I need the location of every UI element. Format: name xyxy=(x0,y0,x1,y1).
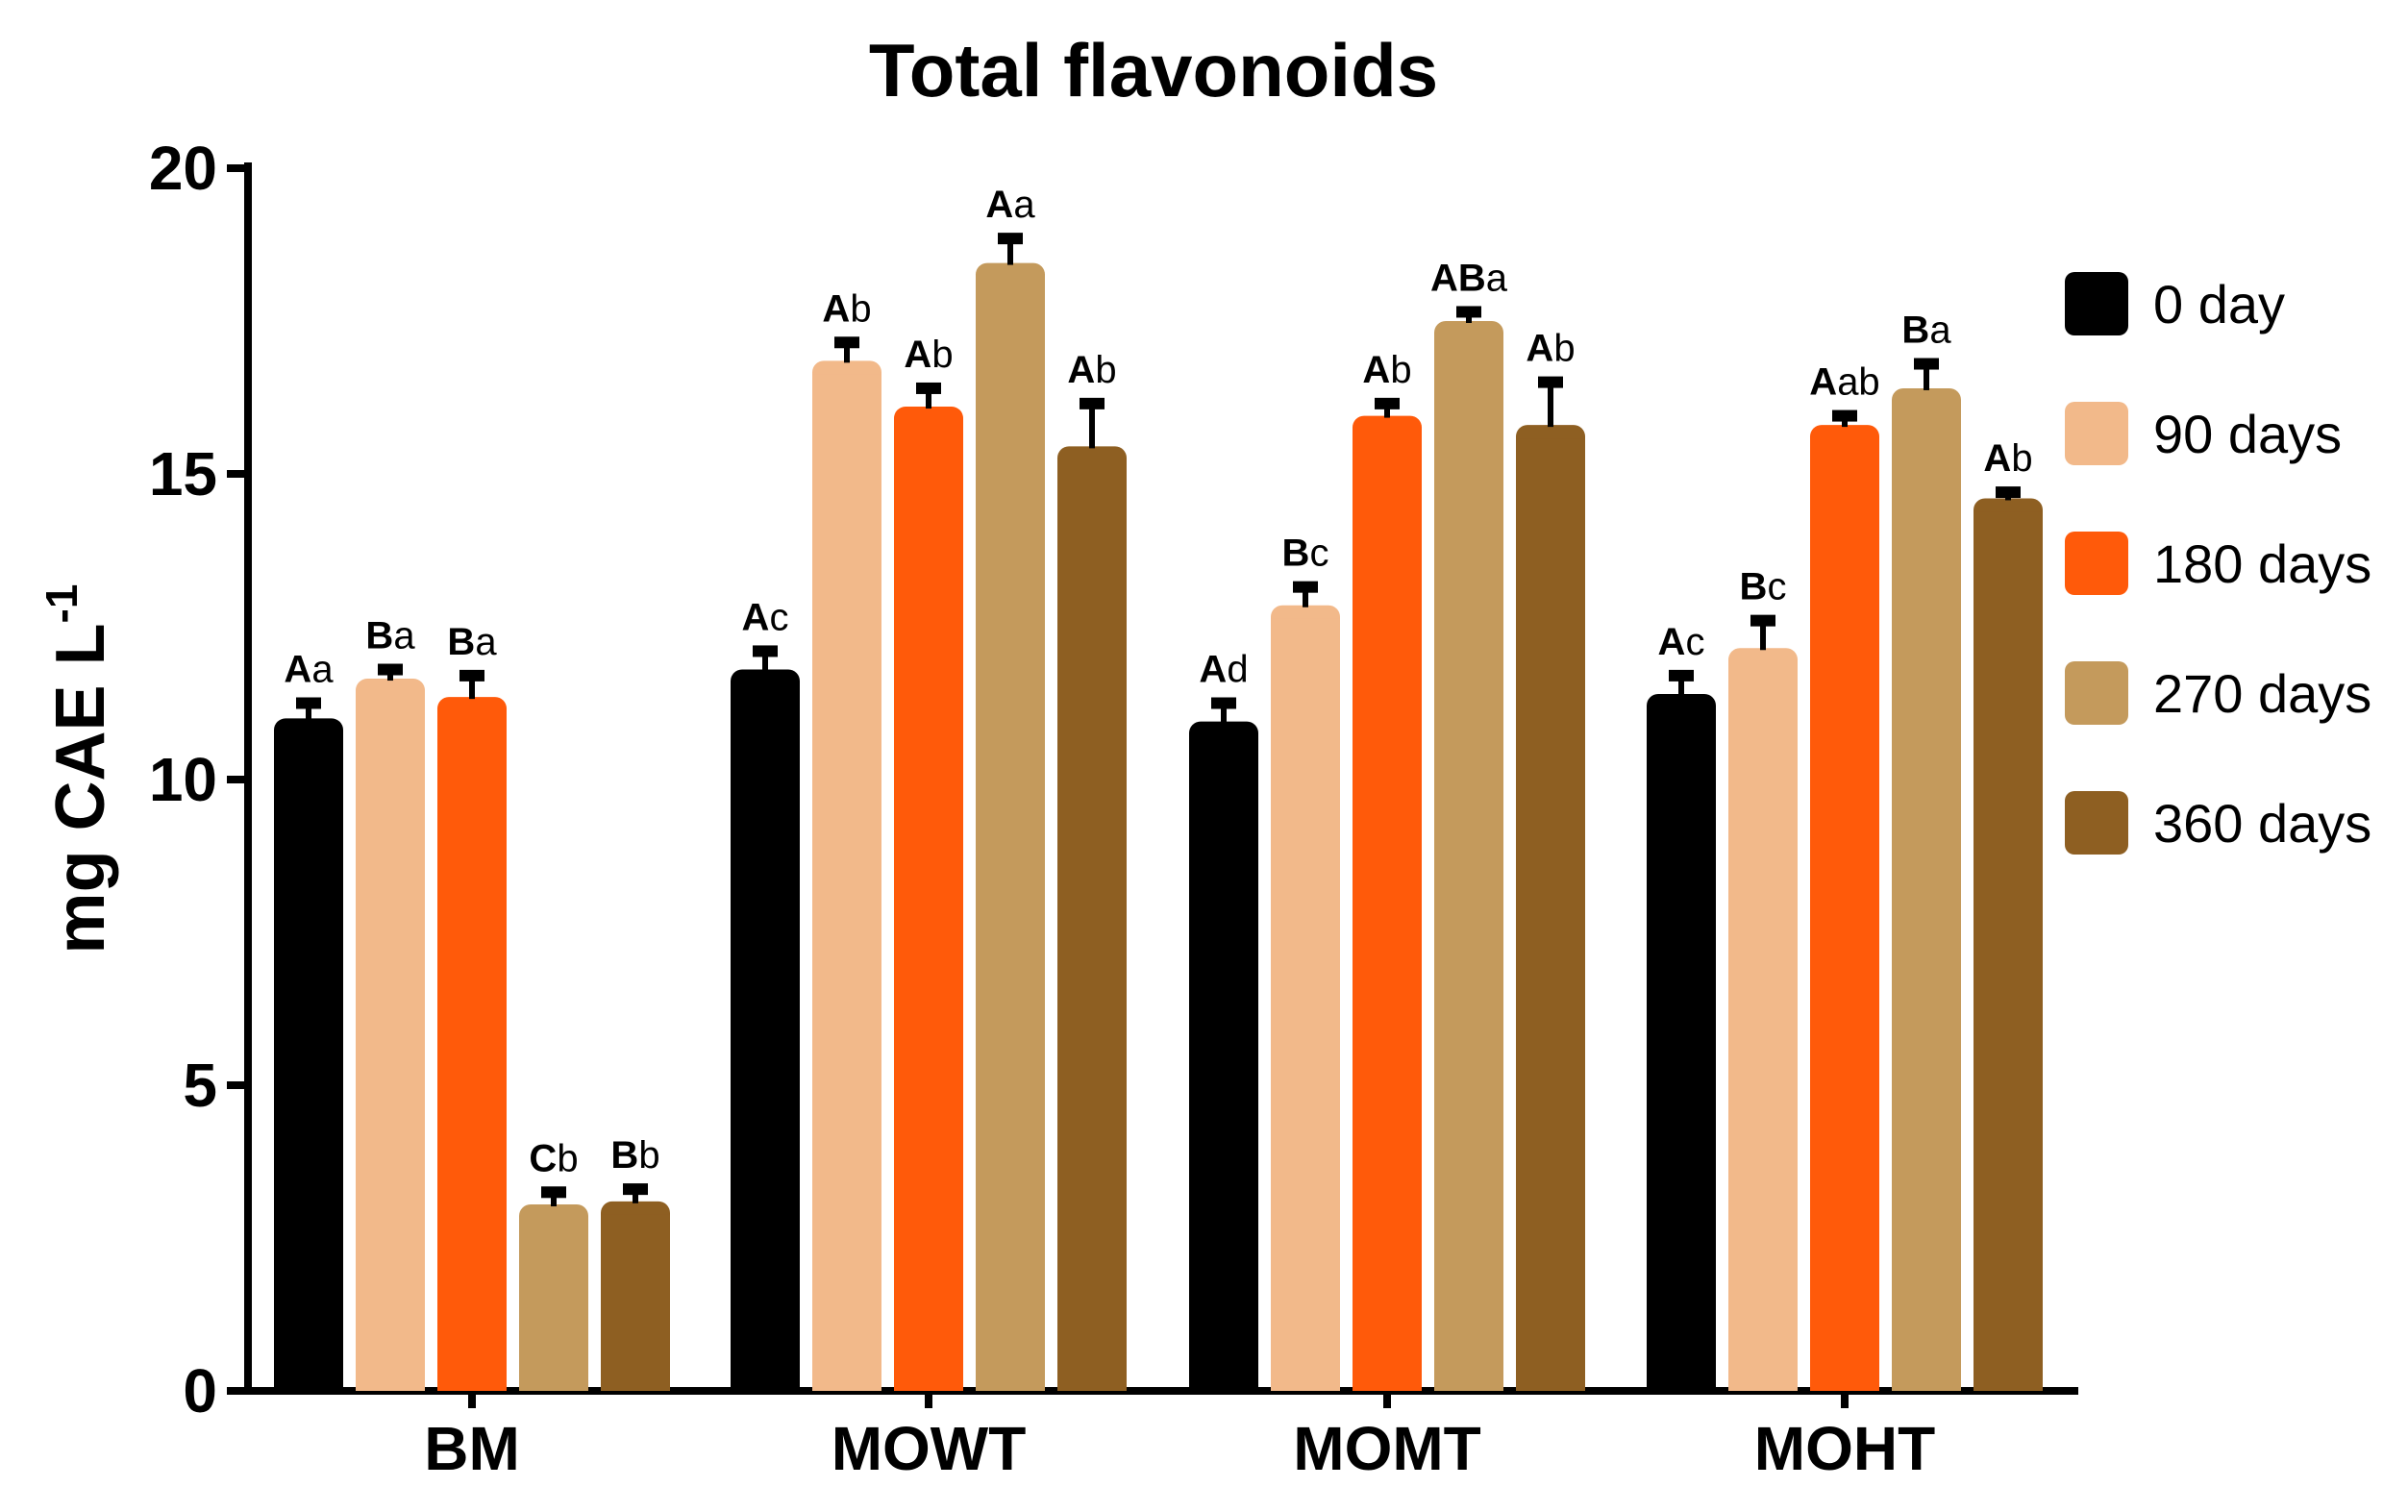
error-bar-cap xyxy=(1996,486,2021,499)
legend-swatch xyxy=(2065,532,2128,595)
error-bar-cap xyxy=(1914,358,1939,370)
error-bar-cap xyxy=(1293,581,1318,593)
bar-body xyxy=(274,731,343,1391)
bar-body xyxy=(1057,459,1127,1391)
significance-label: Ab xyxy=(1526,328,1575,370)
x-tick-label: MOHT xyxy=(1754,1414,1935,1483)
svg-text:mg CAE L-1: mg CAE L-1 xyxy=(37,584,119,954)
y-axis-label-superscript: -1 xyxy=(37,584,87,624)
bar-body xyxy=(1892,401,1961,1392)
y-tick-label: 20 xyxy=(149,134,217,203)
legend-swatch xyxy=(2065,791,2128,855)
significance-label: Aa xyxy=(985,184,1035,226)
plot-area: 0 5 10 15 20 BM Aa Ba Ba Cb Bb MOWT Ac Ab Ab Aa Ab MOMT Ad… xyxy=(149,134,2078,1483)
y-tick-label: 0 xyxy=(183,1356,217,1425)
significance-label: Bb xyxy=(610,1134,659,1177)
bar-body xyxy=(731,682,800,1391)
significance-label: Ac xyxy=(742,596,789,638)
bar-body xyxy=(437,710,507,1391)
y-axis-label-text: mg CAE L xyxy=(42,623,119,954)
legend-label: 270 days xyxy=(2153,663,2371,724)
bar-body xyxy=(894,420,963,1391)
legend-label: 360 days xyxy=(2153,793,2371,854)
error-bar-cap xyxy=(541,1186,566,1199)
significance-label: Cb xyxy=(529,1137,578,1179)
error-bar-cap xyxy=(378,663,403,676)
chart-title: Total flavonoids xyxy=(869,28,1438,112)
significance-label: Bc xyxy=(1282,533,1329,575)
legend: 0 day 90 days 180 days 270 days 360 days xyxy=(2065,272,2371,855)
y-axis-label: mg CAE L-1 xyxy=(37,584,119,954)
error-bar-cap xyxy=(623,1183,648,1196)
error-bar-cap xyxy=(1456,306,1481,318)
significance-label: Ad xyxy=(1199,649,1248,691)
significance-label: Ab xyxy=(904,334,953,376)
significance-label: Bc xyxy=(1740,566,1787,608)
significance-label: Aab xyxy=(1809,361,1879,404)
significance-label: Ba xyxy=(447,621,497,663)
significance-label: Ab xyxy=(1983,437,2032,480)
significance-label: Ab xyxy=(822,287,871,330)
legend-label: 180 days xyxy=(2153,533,2371,594)
bar-body xyxy=(1189,734,1258,1391)
y-tick-label: 10 xyxy=(149,745,217,814)
x-tick-label: MOMT xyxy=(1293,1414,1481,1483)
error-bar-cap xyxy=(459,669,484,682)
legend-swatch xyxy=(2065,661,2128,725)
significance-label: ABa xyxy=(1430,257,1508,299)
legend-swatch xyxy=(2065,272,2128,335)
legend-label: 0 day xyxy=(2153,274,2285,335)
bar-body xyxy=(1353,429,1422,1392)
legend-label: 90 days xyxy=(2153,404,2342,464)
bar-body xyxy=(976,276,1045,1392)
bar-body xyxy=(1647,706,1716,1391)
x-tick-label: MOWT xyxy=(832,1414,1027,1483)
bar-body xyxy=(1974,511,2043,1391)
significance-label: Ab xyxy=(1362,349,1411,391)
significance-label: Ab xyxy=(1067,349,1116,391)
significance-label: Ac xyxy=(1658,621,1705,663)
significance-label: Ba xyxy=(1901,310,1951,352)
error-bar-cap xyxy=(1080,397,1105,409)
bar-body xyxy=(1271,618,1340,1391)
error-bar-cap xyxy=(1375,397,1400,409)
bar-body xyxy=(601,1214,670,1391)
error-bar-cap xyxy=(1211,697,1236,709)
error-bar-cap xyxy=(1832,409,1857,422)
error-bar-cap xyxy=(1750,614,1775,627)
x-tick-label: BM xyxy=(424,1414,520,1483)
bar-body xyxy=(812,374,881,1392)
significance-label: Ba xyxy=(365,615,415,657)
bar-body xyxy=(1434,335,1503,1391)
error-bar-cap xyxy=(998,233,1023,245)
error-bar-cap xyxy=(916,382,941,394)
error-bar-cap xyxy=(753,645,778,657)
error-bar-cap xyxy=(296,697,321,709)
bar-body xyxy=(356,692,425,1391)
bar-body xyxy=(1516,438,1585,1391)
error-bar-cap xyxy=(834,336,859,349)
y-tick-label: 15 xyxy=(149,439,217,508)
error-bar-cap xyxy=(1669,669,1694,682)
significance-label: Aa xyxy=(284,649,334,691)
error-bar-cap xyxy=(1538,376,1563,388)
bar-body xyxy=(1728,661,1798,1391)
bar-body xyxy=(519,1218,588,1391)
legend-swatch xyxy=(2065,402,2128,465)
y-tick-label: 5 xyxy=(183,1051,217,1120)
bar-body xyxy=(1810,438,1879,1391)
